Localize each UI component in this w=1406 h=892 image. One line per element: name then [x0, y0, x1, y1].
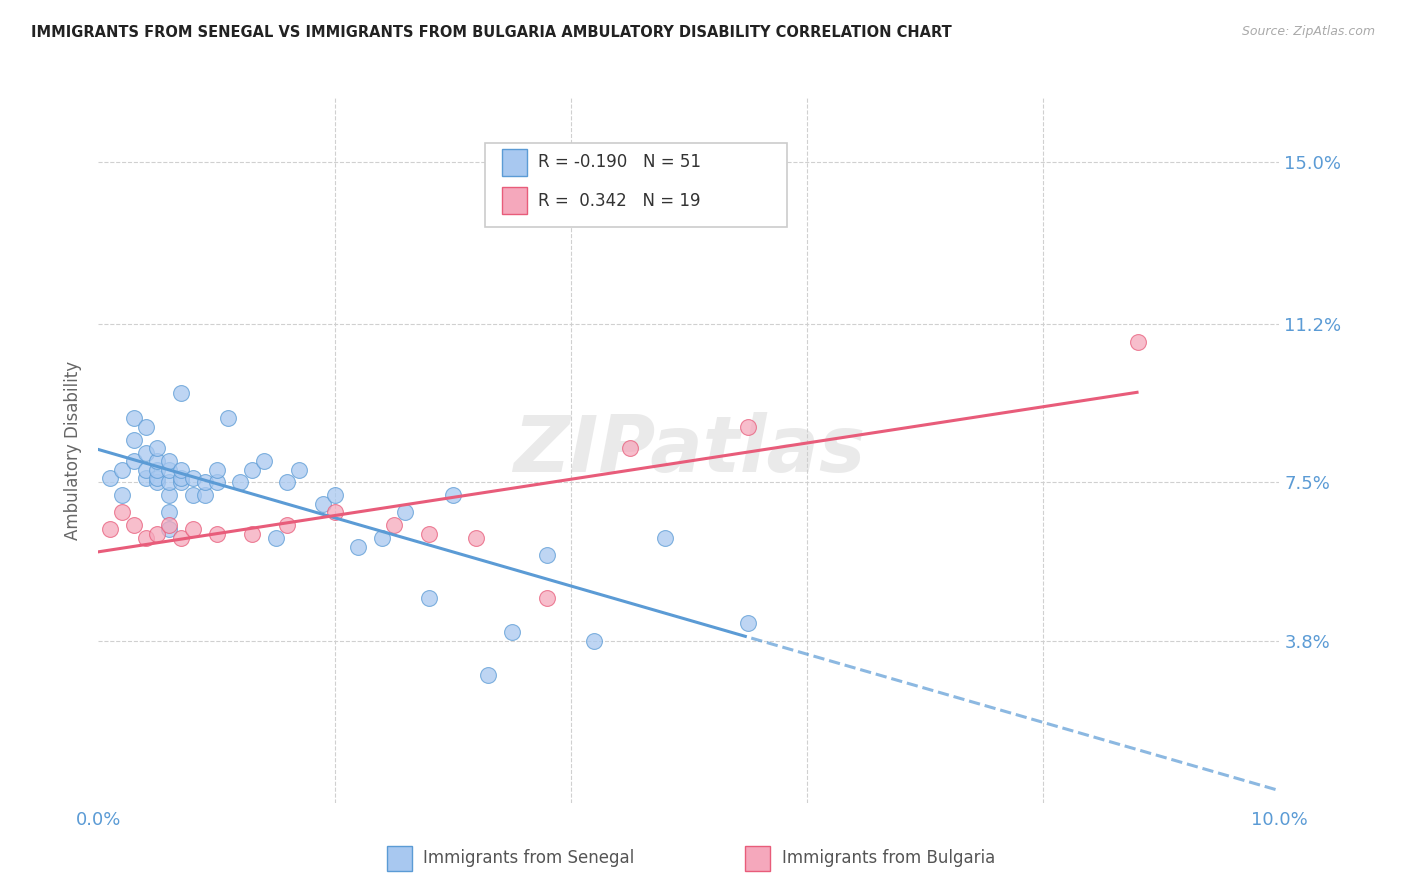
Point	[394, 505, 416, 519]
Point	[217, 411, 239, 425]
Point	[122, 518, 145, 533]
Point	[135, 471, 157, 485]
Point	[323, 505, 346, 519]
Point	[157, 475, 180, 490]
Point	[441, 488, 464, 502]
Point	[312, 497, 335, 511]
Point	[146, 442, 169, 456]
Point	[157, 518, 180, 533]
Point	[323, 488, 346, 502]
Point	[205, 526, 228, 541]
Point	[157, 463, 180, 477]
Point	[276, 475, 298, 490]
Point	[181, 523, 204, 537]
Point	[737, 420, 759, 434]
Point	[181, 488, 204, 502]
Point	[157, 505, 180, 519]
Point	[170, 385, 193, 400]
Point	[146, 463, 169, 477]
Point	[170, 463, 193, 477]
Point	[1126, 334, 1149, 349]
Point	[111, 505, 134, 519]
Point	[347, 540, 370, 554]
Point	[135, 445, 157, 459]
Point	[418, 526, 440, 541]
Point	[111, 463, 134, 477]
Point	[737, 616, 759, 631]
Point	[240, 526, 263, 541]
Point	[170, 471, 193, 485]
Point	[146, 526, 169, 541]
Point	[135, 463, 157, 477]
Point	[536, 591, 558, 605]
Point	[157, 488, 180, 502]
Point	[382, 518, 405, 533]
Text: R = -0.190   N = 51: R = -0.190 N = 51	[538, 153, 702, 171]
Text: ZIPatlas: ZIPatlas	[513, 412, 865, 489]
Point	[157, 523, 180, 537]
Point	[477, 667, 499, 681]
Point	[122, 454, 145, 468]
Point	[146, 475, 169, 490]
Point	[288, 463, 311, 477]
Point	[181, 471, 204, 485]
Point	[418, 591, 440, 605]
Point	[276, 518, 298, 533]
Point	[253, 454, 276, 468]
Point	[170, 475, 193, 490]
Point	[111, 488, 134, 502]
Text: R =  0.342   N = 19: R = 0.342 N = 19	[538, 192, 702, 210]
Point	[465, 531, 488, 545]
Point	[135, 420, 157, 434]
Point	[371, 531, 394, 545]
Text: Immigrants from Bulgaria: Immigrants from Bulgaria	[782, 849, 995, 867]
Point	[654, 531, 676, 545]
Point	[501, 624, 523, 639]
Point	[229, 475, 252, 490]
Point	[619, 442, 641, 456]
Text: Source: ZipAtlas.com: Source: ZipAtlas.com	[1241, 25, 1375, 38]
Point	[240, 463, 263, 477]
Y-axis label: Ambulatory Disability: Ambulatory Disability	[65, 361, 83, 540]
Point	[536, 548, 558, 562]
Point	[583, 633, 606, 648]
Point	[205, 475, 228, 490]
Point	[146, 454, 169, 468]
Point	[157, 454, 180, 468]
Text: IMMIGRANTS FROM SENEGAL VS IMMIGRANTS FROM BULGARIA AMBULATORY DISABILITY CORREL: IMMIGRANTS FROM SENEGAL VS IMMIGRANTS FR…	[31, 25, 952, 40]
Point	[194, 475, 217, 490]
Point	[146, 471, 169, 485]
Point	[264, 531, 287, 545]
Point	[194, 488, 217, 502]
Point	[122, 411, 145, 425]
Text: Immigrants from Senegal: Immigrants from Senegal	[423, 849, 634, 867]
Point	[205, 463, 228, 477]
Point	[98, 523, 121, 537]
Point	[122, 433, 145, 447]
Point	[170, 531, 193, 545]
Point	[135, 531, 157, 545]
Point	[98, 471, 121, 485]
